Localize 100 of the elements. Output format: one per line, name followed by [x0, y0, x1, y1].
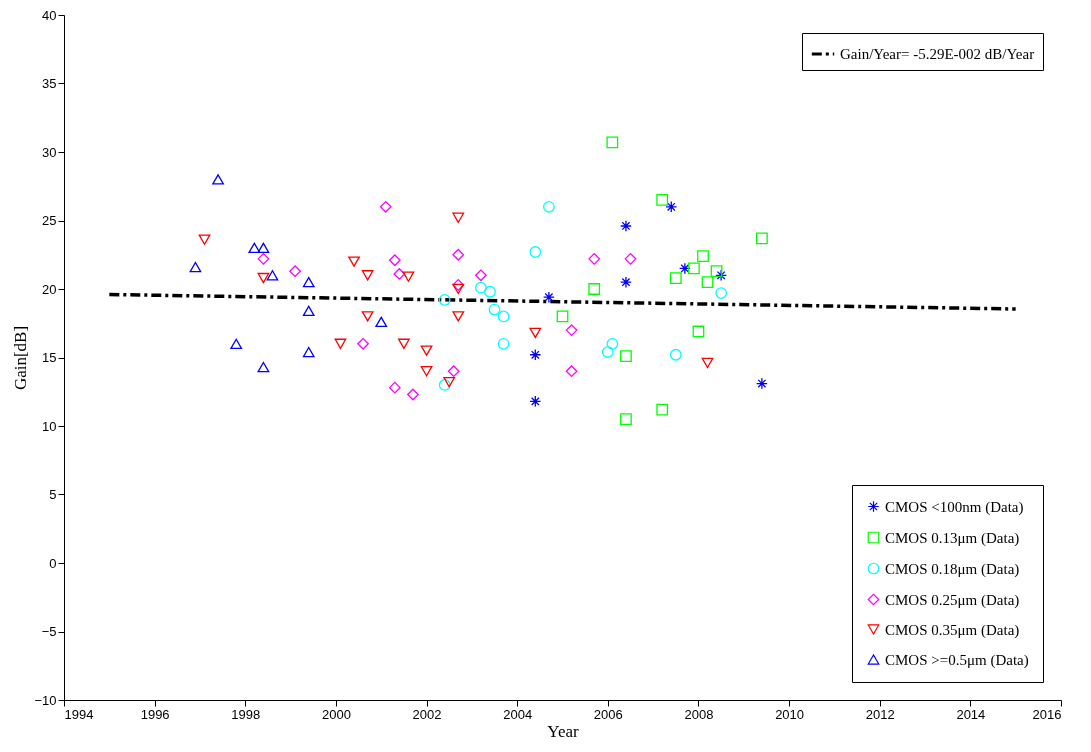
legend-label: Gain/Year= -5.29E-002 dB/Year: [840, 46, 1035, 62]
x-tick-label: 2006: [593, 706, 623, 722]
point: [230, 338, 243, 349]
point: [334, 338, 347, 349]
point: [266, 270, 279, 281]
point: [375, 316, 388, 328]
point: [543, 291, 555, 304]
point: [529, 327, 542, 339]
point: [620, 220, 632, 232]
x-tick-label: 1998: [231, 706, 261, 722]
point: [697, 250, 709, 263]
point: [669, 272, 682, 284]
x-tick-label: 2002: [412, 706, 442, 722]
point: [388, 254, 401, 267]
x-tick-label: 2000: [321, 706, 351, 722]
point: [701, 276, 714, 289]
point: [588, 252, 601, 265]
point: [189, 261, 202, 273]
point: [257, 252, 270, 265]
y-tick-label: 10: [42, 418, 57, 434]
point: [756, 377, 768, 390]
point: [348, 256, 360, 267]
y-tick-label: 40: [42, 7, 57, 23]
x-tick-label: 2004: [503, 706, 533, 722]
point: [438, 294, 451, 306]
point: [692, 325, 705, 338]
point: [475, 269, 487, 282]
point: [529, 395, 542, 408]
point: [756, 232, 768, 245]
point: [402, 271, 415, 282]
point: [420, 366, 433, 377]
point: [688, 262, 700, 275]
point: [565, 365, 578, 378]
y-tick-label: 35: [42, 76, 57, 91]
point: [438, 379, 451, 391]
legend-label: CMOS <100nm (Data): [885, 498, 1024, 516]
point: [497, 337, 510, 350]
point: [302, 276, 315, 288]
x-tick-label: 2016: [1032, 706, 1062, 722]
point: [452, 212, 465, 223]
legend-label: CMOS 0.25μm (Data): [885, 591, 1020, 609]
point: [656, 194, 669, 206]
point: [665, 200, 678, 213]
point: [420, 345, 433, 356]
y-tick-label: 15: [42, 350, 57, 365]
point: [656, 403, 669, 416]
point: [715, 287, 728, 299]
point: [497, 310, 510, 323]
point: [407, 388, 419, 401]
x-tick-label: 1994: [64, 706, 94, 722]
legend-label: CMOS >=0.5μm (Data): [885, 651, 1029, 669]
point: [388, 381, 401, 394]
y-axis-title: Gain[dB]: [11, 325, 31, 391]
point: [443, 376, 456, 388]
point: [588, 283, 601, 295]
point: [620, 413, 632, 426]
point: [302, 305, 315, 317]
legend-label: CMOS 0.35μm (Data): [885, 621, 1020, 639]
x-axis-title: Year: [547, 721, 579, 741]
x-tick-label: 2012: [865, 706, 895, 722]
point: [606, 337, 619, 350]
point: [397, 338, 410, 349]
point: [198, 234, 211, 245]
y-tick-label: 25: [42, 213, 57, 228]
point: [484, 285, 496, 298]
legend-label: CMOS 0.18μm (Data): [885, 560, 1020, 578]
x-tick-label: 1996: [140, 706, 170, 722]
point: [248, 242, 261, 254]
point: [212, 174, 224, 185]
point: [357, 337, 369, 350]
point: [565, 324, 578, 336]
y-tick-label: 20: [42, 281, 57, 297]
x-tick-label: 2010: [775, 706, 805, 722]
point: [620, 350, 632, 363]
point: [257, 272, 270, 284]
point: [361, 270, 374, 281]
y-tick-label: 0: [49, 555, 57, 571]
point: [452, 279, 465, 291]
y-tick-label: −5: [41, 624, 57, 639]
x-tick-label: 2014: [956, 706, 986, 722]
point: [302, 346, 315, 358]
point: [715, 269, 728, 282]
point: [701, 357, 714, 369]
point: [257, 361, 270, 373]
point: [556, 310, 569, 323]
point: [488, 303, 501, 316]
point: [393, 268, 406, 280]
point: [475, 281, 487, 294]
legend-label: CMOS 0.13μm (Data): [885, 529, 1020, 547]
point: [361, 311, 374, 322]
y-tick-label: 30: [42, 144, 57, 160]
point: [257, 242, 270, 254]
point: [620, 276, 632, 289]
point: [452, 311, 465, 322]
point: [289, 265, 302, 278]
point: [379, 200, 392, 213]
point: [601, 346, 614, 358]
point: [543, 200, 555, 213]
x-tick-label: 2008: [684, 706, 714, 722]
point: [452, 283, 465, 295]
